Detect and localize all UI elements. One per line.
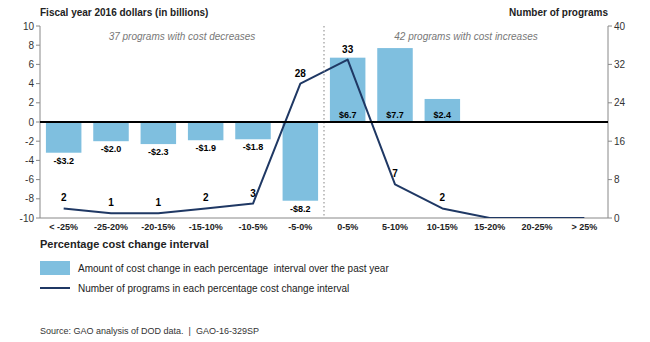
x-tick-label: < -25% bbox=[49, 222, 78, 232]
y2-tick-label: 32 bbox=[614, 59, 626, 70]
bar-label: -$2.0 bbox=[101, 144, 122, 154]
annotation: 37 programs with cost decreases bbox=[109, 31, 256, 42]
legend-label: Amount of cost change in each percentage… bbox=[78, 263, 389, 274]
line-label: 1 bbox=[156, 197, 162, 208]
legend-swatch bbox=[40, 287, 70, 289]
legend-label: Number of programs in each percentage co… bbox=[78, 283, 349, 294]
x-tick-label: 15-20% bbox=[474, 222, 505, 232]
y-tick-label: -4 bbox=[25, 155, 34, 166]
bar bbox=[141, 122, 177, 144]
bar-label: -$8.2 bbox=[290, 204, 311, 214]
bar-label: $7.7 bbox=[386, 110, 404, 120]
y-tick-label: 6 bbox=[28, 59, 34, 70]
y2-tick bbox=[608, 102, 612, 103]
y-tick bbox=[36, 179, 40, 180]
x-tick-label: -15-10% bbox=[189, 222, 223, 232]
y2-tick-label: 40 bbox=[614, 21, 626, 32]
y-tick-label: -2 bbox=[25, 136, 34, 147]
bar bbox=[93, 122, 129, 141]
x-tick-label: 5-10% bbox=[382, 222, 408, 232]
y2-tick bbox=[608, 218, 612, 219]
bar-label: -$1.8 bbox=[243, 142, 264, 152]
line-label: 2 bbox=[203, 192, 209, 203]
x-tick-label: > 25% bbox=[571, 222, 597, 232]
source: Source: GAO analysis of DOD data. | GAO-… bbox=[40, 326, 259, 336]
line-label: 7 bbox=[392, 168, 398, 179]
line-label: 33 bbox=[342, 44, 354, 55]
line-label: 2 bbox=[440, 192, 446, 203]
line-label: 3 bbox=[250, 188, 256, 199]
y-tick bbox=[36, 102, 40, 103]
x-tick-label: 0-5% bbox=[337, 222, 358, 232]
y-tick-label: -8 bbox=[25, 193, 34, 204]
line-label: 2 bbox=[61, 192, 67, 203]
x-tick-label: -25-20% bbox=[94, 222, 128, 232]
bar bbox=[46, 122, 82, 153]
y-axis-label: Fiscal year 2016 dollars (in billions) bbox=[40, 7, 208, 18]
y2-tick-label: 24 bbox=[614, 97, 626, 108]
bar bbox=[283, 122, 319, 201]
y-tick bbox=[36, 160, 40, 161]
y2-tick bbox=[608, 64, 612, 65]
y-tick bbox=[36, 64, 40, 65]
marks bbox=[46, 48, 584, 218]
y-tick bbox=[36, 198, 40, 199]
y-tick-label: 4 bbox=[28, 78, 34, 89]
legend-item: Number of programs in each percentage co… bbox=[40, 283, 349, 294]
bar bbox=[188, 122, 224, 140]
x-tick-label: -20-15% bbox=[141, 222, 175, 232]
bar-label: $2.4 bbox=[434, 110, 452, 120]
y-tick-label: -6 bbox=[25, 174, 34, 185]
y2-tick-label: 0 bbox=[614, 213, 620, 224]
y2-tick bbox=[608, 179, 612, 180]
annotation: 42 programs with cost increases bbox=[394, 31, 537, 42]
y-tick bbox=[36, 45, 40, 46]
zero-line bbox=[40, 121, 608, 123]
y-tick bbox=[36, 218, 40, 219]
y2-tick bbox=[608, 26, 612, 27]
y-tick-label: -10 bbox=[20, 213, 35, 224]
legend-item: Amount of cost change in each percentage… bbox=[40, 261, 389, 275]
x-tick-label: 20-25% bbox=[521, 222, 552, 232]
line-label: 28 bbox=[295, 68, 307, 79]
x-tick-label: 10-15% bbox=[427, 222, 458, 232]
bar bbox=[377, 48, 413, 122]
chart: -10-8-6-4-202468100816243240< -25%-25-20… bbox=[0, 0, 650, 342]
y-tick-label: 2 bbox=[28, 97, 34, 108]
y-tick-label: 10 bbox=[23, 21, 35, 32]
y2-axis-label: Number of programs bbox=[509, 7, 608, 18]
background bbox=[0, 0, 650, 342]
x-tick-label: -5-0% bbox=[288, 222, 312, 232]
y-tick-label: 8 bbox=[28, 40, 34, 51]
y-tick bbox=[36, 26, 40, 27]
bar-label: -$2.3 bbox=[148, 147, 169, 157]
y-tick-label: 0 bbox=[28, 117, 34, 128]
line-label: 1 bbox=[108, 197, 114, 208]
bar-label: -$1.9 bbox=[195, 143, 216, 153]
bar-label: $6.7 bbox=[339, 110, 357, 120]
x-tick-label: -10-5% bbox=[238, 222, 267, 232]
y2-tick bbox=[608, 141, 612, 142]
x-axis-label: Percentage cost change interval bbox=[40, 238, 209, 250]
bar-label: -$3.2 bbox=[53, 156, 74, 166]
y-tick bbox=[36, 141, 40, 142]
y-tick bbox=[36, 122, 40, 123]
y2-tick-label: 8 bbox=[614, 174, 620, 185]
y2-tick-label: 16 bbox=[614, 136, 626, 147]
y-tick bbox=[36, 83, 40, 84]
bar bbox=[235, 122, 271, 139]
bar bbox=[425, 99, 461, 122]
legend-swatch bbox=[40, 261, 70, 275]
